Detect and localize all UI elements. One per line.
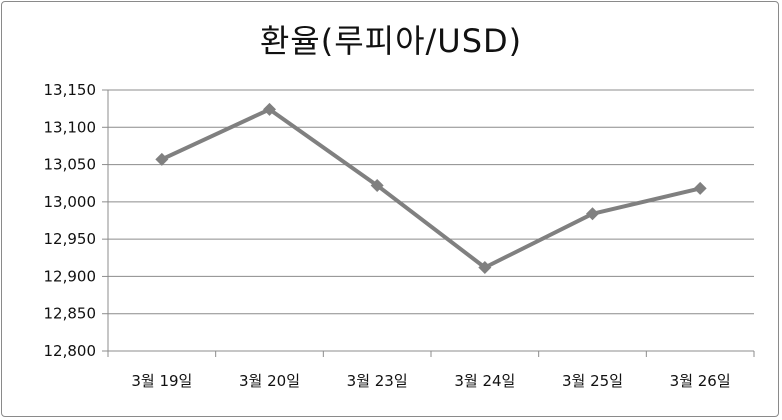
y-tick-label: 12,950	[44, 230, 97, 248]
series-line	[160, 107, 701, 270]
data-point-marker	[586, 207, 599, 221]
x-tick-label: 3월 20일	[239, 372, 300, 390]
data-point-marker	[263, 102, 276, 116]
y-tick-label: 13,000	[44, 193, 97, 211]
y-tick-label: 12,900	[44, 267, 97, 285]
x-tick-label: 3월 23일	[347, 372, 408, 390]
y-tick-label: 13,100	[44, 118, 97, 136]
y-tick-label: 13,150	[44, 81, 97, 99]
data-point-marker	[693, 181, 707, 195]
x-tick-label: 3월 25일	[562, 372, 623, 390]
data-point-marker	[478, 260, 492, 274]
x-tick-label: 3월 19일	[131, 372, 192, 390]
chart-title: 환율(루피아/USD)	[259, 22, 523, 60]
y-tick-label: 12,850	[44, 305, 97, 323]
y-tick-label: 12,800	[44, 342, 97, 360]
x-tick-label: 3월 26일	[670, 372, 731, 390]
data-point-marker	[370, 178, 384, 192]
data-point-marker	[155, 152, 169, 166]
x-tick-label: 3월 24일	[454, 372, 515, 390]
y-tick-label: 13,050	[44, 156, 97, 174]
